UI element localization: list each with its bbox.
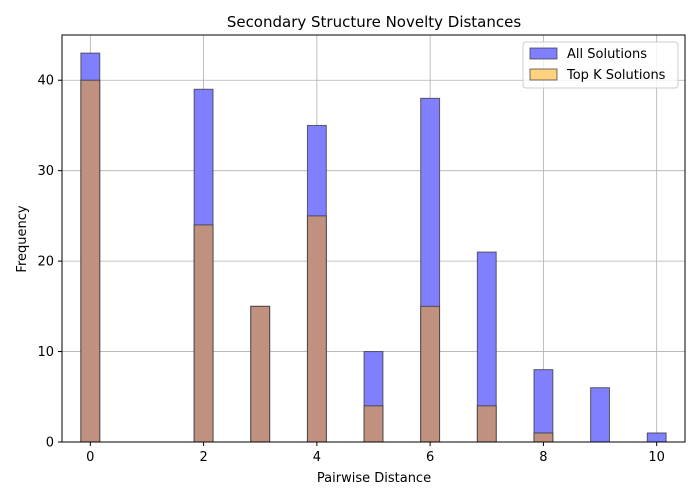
x-axis-ticks: 0 2 4 6 8 10 — [86, 442, 665, 465]
bar-top-k-solutions-7 — [476, 405, 497, 443]
legend-label-all-solutions: All Solutions — [567, 47, 647, 62]
y-tick-label: 0 — [46, 436, 54, 451]
chart-title: Secondary Structure Novelty Distances — [227, 13, 522, 31]
bar-top-k-solutions-3 — [250, 305, 271, 443]
x-tick-label: 4 — [313, 450, 321, 465]
y-tick-label: 40 — [37, 74, 54, 89]
bar-top-k-solutions-6 — [420, 305, 441, 443]
bar-top-k-solutions-4 — [306, 215, 327, 443]
x-tick-label: 10 — [648, 450, 665, 465]
bar-top-k-solutions-8 — [533, 432, 554, 443]
legend-swatch-all-solutions — [529, 47, 558, 60]
y-axis-ticks: 0 10 20 30 40 — [37, 74, 62, 451]
bar-all-solutions-8 — [533, 369, 554, 443]
x-tick-label: 6 — [426, 450, 434, 465]
x-tick-label: 2 — [199, 450, 207, 465]
bars — [80, 52, 667, 443]
x-axis-label: Pairwise Distance — [317, 471, 431, 486]
legend-swatch-top-k-solutions — [529, 68, 558, 81]
legend-box — [522, 41, 679, 89]
y-axis-label: Frequency — [15, 205, 30, 272]
y-tick-label: 30 — [37, 164, 54, 179]
y-tick-label: 10 — [37, 345, 54, 360]
y-tick-label: 20 — [37, 255, 54, 270]
bar-top-k-solutions-0 — [80, 79, 101, 443]
bar-all-solutions-10 — [646, 432, 667, 443]
plot-frame — [61, 34, 686, 443]
bar-all-solutions-9 — [590, 387, 610, 443]
bar-top-k-solutions-2 — [193, 224, 214, 443]
legend: All Solutions Top K Solutions — [522, 41, 679, 89]
x-tick-label: 8 — [539, 450, 547, 465]
bar-top-k-solutions-5 — [363, 405, 384, 443]
legend-label-top-k-solutions: Top K Solutions — [566, 68, 666, 83]
x-tick-label: 0 — [86, 450, 94, 465]
